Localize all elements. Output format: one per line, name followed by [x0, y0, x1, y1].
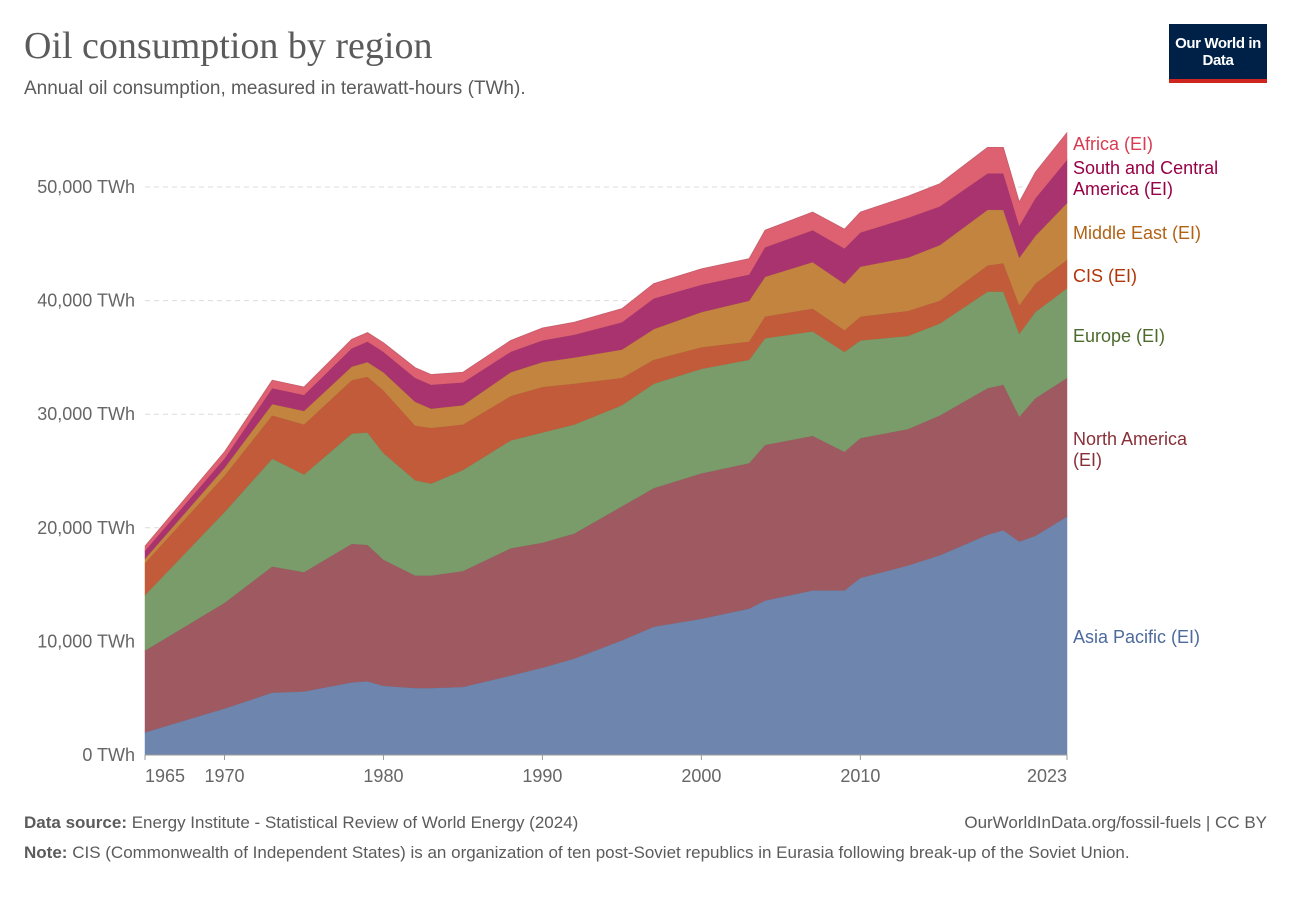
y-tick-label: 50,000 TWh: [37, 177, 135, 197]
data-source: Data source: Energy Institute - Statisti…: [24, 813, 578, 833]
owid-logo[interactable]: Our World in Data: [1169, 24, 1267, 83]
y-tick-label: 30,000 TWh: [37, 404, 135, 424]
x-tick-label: 1970: [204, 766, 244, 786]
chart-subtitle: Annual oil consumption, measured in tera…: [24, 78, 526, 99]
series-label-europe: Europe (EI): [1073, 326, 1166, 346]
note-label: Note:: [24, 843, 68, 862]
y-tick-label: 20,000 TWh: [37, 518, 135, 538]
x-tick-label: 1965: [145, 766, 185, 786]
area-africa-ei[interactable]: [144, 131, 1068, 552]
x-tick-label: 1980: [363, 766, 403, 786]
y-tick-label: 10,000 TWh: [37, 631, 135, 651]
series-label-cis: CIS (EI): [1073, 266, 1138, 286]
data-source-label: Data source:: [24, 813, 127, 832]
x-tick-label: 2000: [681, 766, 721, 786]
data-source-text: Energy Institute - Statistical Review of…: [131, 813, 579, 832]
note-text: CIS (Commonwealth of Independent States)…: [72, 843, 1130, 862]
x-axis: 1965 1970 1980 1990 2000 2010 2023: [144, 754, 1068, 786]
source-link[interactable]: OurWorldInData.org/fossil-fuels | CC BY: [964, 813, 1267, 832]
x-tick-label: 2023: [1027, 766, 1067, 786]
series-label-africa: Africa (EI): [1073, 134, 1154, 154]
logo-text: Our World in Data: [1175, 34, 1261, 69]
series-label-asia-pacific: Asia Pacific (EI): [1073, 627, 1201, 647]
y-tick-label: 40,000 TWh: [37, 291, 135, 311]
y-tick-label: 0 TWh: [82, 745, 135, 765]
series-label-south-central-america: South and Central America (EI): [1073, 158, 1219, 199]
y-axis: 0 TWh 10,000 TWh 20,000 TWh 30,000 TWh 40,00…: [37, 177, 135, 765]
x-tick-label: 2010: [840, 766, 880, 786]
chart-title: Oil consumption by region: [24, 25, 433, 67]
area-series: [144, 131, 1068, 756]
series-label-middle-east: Middle East (EI): [1073, 223, 1202, 243]
x-tick-label: 1990: [522, 766, 562, 786]
note: Note: CIS (Commonwealth of Independent S…: [24, 840, 1234, 865]
series-label-north-america: North America (EI): [1073, 429, 1188, 470]
area-edge: [144, 132, 1068, 547]
